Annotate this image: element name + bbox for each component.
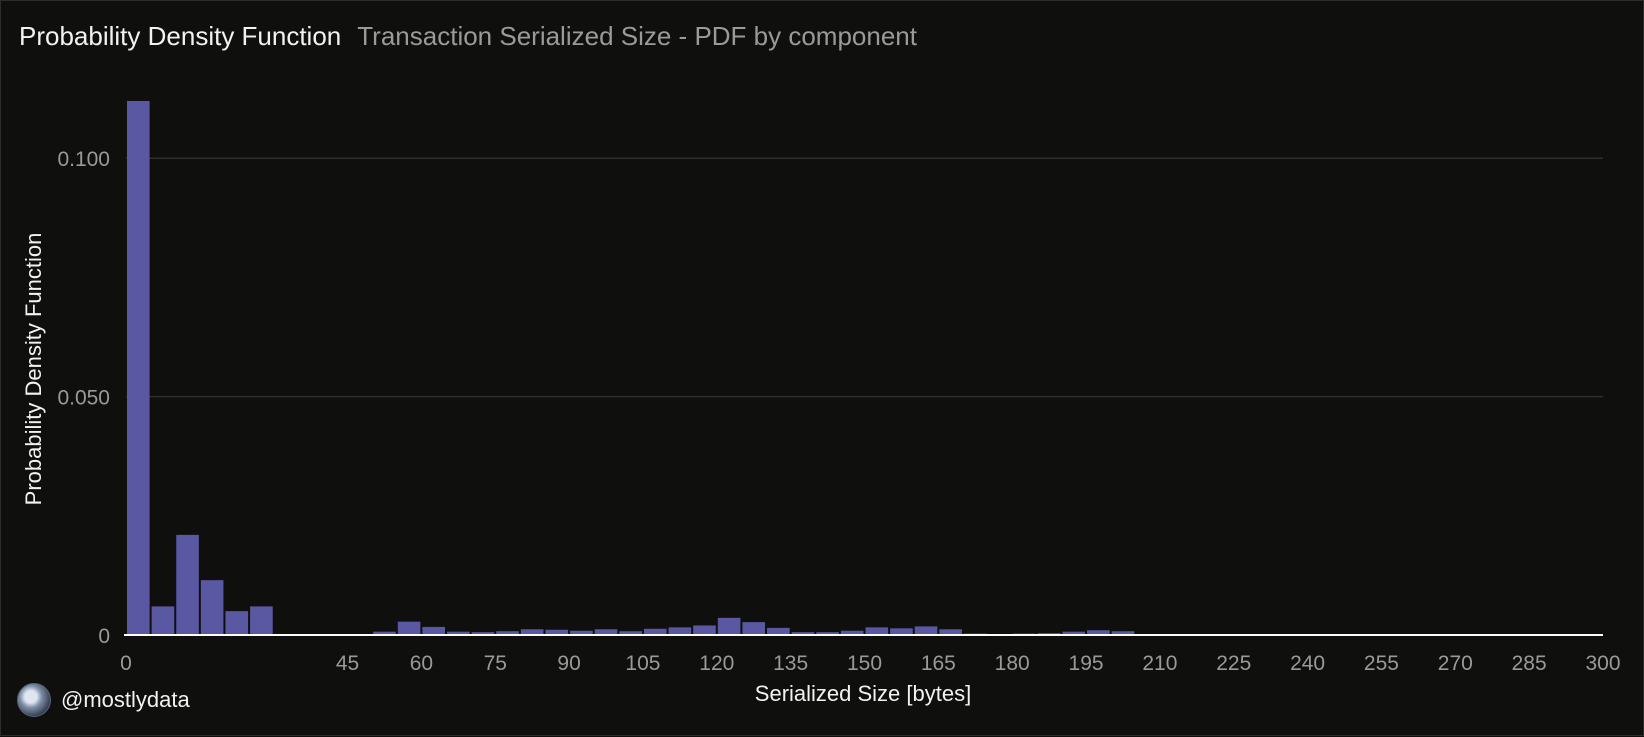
- y-tick-labels: 0 0.050 0.100: [57, 148, 110, 648]
- histogram-bar: [718, 618, 741, 635]
- y-axis-label: Probability Density Function: [21, 233, 46, 506]
- x-tick-label: 0: [120, 652, 132, 675]
- x-tick-label: 120: [699, 652, 734, 675]
- histogram-bar: [152, 606, 175, 635]
- x-tick-label: 210: [1142, 652, 1177, 675]
- author-credit: @mostlydata: [17, 683, 190, 717]
- histogram-bars: [127, 101, 1602, 635]
- x-tick-label: 60: [410, 652, 433, 675]
- x-tick-label: 255: [1364, 652, 1399, 675]
- histogram-bar: [767, 628, 790, 635]
- histogram-bar: [693, 625, 716, 635]
- histogram-bar: [669, 627, 692, 635]
- author-handle: @mostlydata: [61, 687, 190, 713]
- histogram-bar: [176, 535, 199, 635]
- x-tick-label: 240: [1290, 652, 1325, 675]
- gridlines: [126, 158, 1603, 396]
- x-tick-label: 285: [1512, 652, 1547, 675]
- y-tick-label: 0.050: [57, 387, 110, 410]
- x-tick-label: 135: [773, 652, 808, 675]
- histogram-bar: [398, 622, 421, 635]
- histogram-bar: [225, 611, 248, 635]
- x-tick-label: 75: [484, 652, 507, 675]
- x-tick-label: 195: [1069, 652, 1104, 675]
- histogram-bar: [201, 580, 224, 635]
- x-tick-label: 150: [847, 652, 882, 675]
- x-axis-label: Serialized Size [bytes]: [755, 681, 971, 706]
- x-tick-label: 105: [625, 652, 660, 675]
- avatar: [17, 683, 51, 717]
- x-tick-label: 165: [921, 652, 956, 675]
- histogram-bar: [127, 101, 150, 635]
- x-tick-label: 270: [1438, 652, 1473, 675]
- histogram-bar: [890, 628, 913, 635]
- x-tick-labels: 0 45 60 75 90 105 120 135 150 165 180 195 210 225 240 2…: [120, 652, 1620, 675]
- x-tick-label: 225: [1216, 652, 1251, 675]
- histogram-bar: [915, 626, 938, 635]
- histogram-bar: [742, 622, 765, 635]
- y-tick-label: 0: [98, 625, 110, 648]
- x-tick-label: 180: [995, 652, 1030, 675]
- histogram-bar: [866, 627, 889, 635]
- histogram-bar: [250, 606, 273, 635]
- x-tick-label: 300: [1585, 652, 1620, 675]
- histogram-bar: [422, 627, 445, 635]
- x-tick-label: 90: [557, 652, 580, 675]
- y-tick-label: 0.100: [57, 148, 110, 171]
- x-tick-label: 45: [336, 652, 359, 675]
